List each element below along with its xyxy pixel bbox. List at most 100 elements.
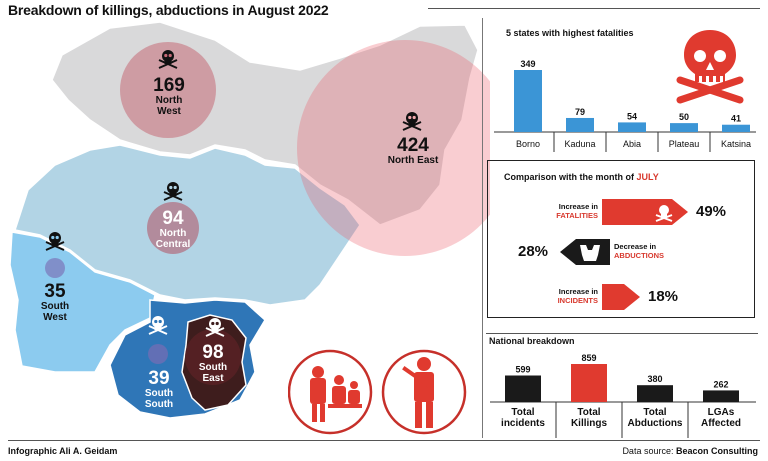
skull-icon: [205, 318, 225, 337]
region-label-south-east: 98 South East: [182, 343, 244, 384]
national-value-label: 262: [713, 379, 728, 389]
captives-illustration-icon: [288, 349, 373, 435]
region-name: South: [144, 399, 174, 410]
national-rule: [486, 333, 758, 334]
states-bar: [566, 117, 594, 132]
comparison-title-prefix: Comparison with the month of: [504, 172, 634, 182]
region-label-south-south: 39 South South: [128, 369, 190, 410]
comparison-label-keyword: FATALITIES: [556, 211, 598, 220]
illustration: [288, 349, 467, 435]
region-label-north-central: 94 North Central: [140, 209, 206, 250]
region-name: North East: [387, 155, 439, 166]
national-value-label: 859: [581, 353, 596, 363]
skull-icon: [163, 182, 183, 201]
footer-rule: [8, 440, 760, 441]
states-bar: [722, 124, 750, 132]
region-name: North: [159, 228, 187, 239]
footer-source-name: Beacon Consulting: [675, 446, 758, 456]
region-name: Central: [155, 239, 191, 250]
states-value-label: 41: [731, 114, 741, 124]
incidents-arrow-icon: [602, 284, 640, 310]
skull-crossbones-icon: [676, 30, 744, 104]
comparison-label-line: Decrease in: [614, 242, 657, 251]
region-label-north-west: 169 North West: [138, 76, 200, 117]
footer-source-prefix: Data source:: [622, 446, 674, 456]
national-category-label: incidents: [501, 418, 545, 429]
abductions-arrow-icon: [560, 239, 610, 265]
region-name: West: [157, 106, 181, 117]
national-bar: [571, 364, 607, 402]
national-bar: [505, 375, 541, 402]
south-east-circle: [185, 329, 241, 385]
title-rule: [428, 8, 760, 9]
national-category-label: Killings: [571, 418, 608, 429]
national-category-label: LGAs: [708, 407, 735, 418]
national-value-label: 599: [515, 365, 530, 375]
comparison-label-fatalities: Increase in FATALITIES: [518, 202, 598, 220]
footer-credit: Infographic Ali A. Geidam: [8, 446, 118, 456]
states-value-label: 349: [520, 59, 535, 69]
fatalities-arrow-icon: [602, 199, 688, 225]
region-value: 39: [148, 368, 170, 389]
region-value: 169: [153, 75, 185, 96]
region-name: West: [43, 312, 67, 323]
national-bar-chart: 599Totalincidents859TotalKillings380Tota…: [490, 353, 756, 438]
abductions-change-value: 28%: [518, 243, 549, 260]
states-category-label: Katsina: [721, 139, 751, 149]
panel-divider: [482, 18, 483, 438]
region-name: South: [198, 362, 228, 373]
region-name: East: [202, 373, 224, 384]
region-name: South: [144, 388, 174, 399]
region-value: 35: [44, 281, 66, 302]
national-category-label: Total: [577, 407, 600, 418]
states-bar: [670, 123, 698, 132]
states-bar-chart: 349 Borno 79 Kaduna 54 Abia 50 Plateau 41 Katsina: [494, 59, 756, 152]
states-bar: [618, 122, 646, 132]
states-category-label: Borno: [516, 139, 540, 149]
national-category-label: Total: [643, 407, 666, 418]
south-south-circle: [148, 344, 168, 364]
north-central-circle: [147, 202, 199, 254]
comparison-label-keyword: ABDUCTIONS: [614, 251, 664, 260]
fatalities-change-value: 49%: [696, 203, 727, 220]
region-name: South: [40, 301, 70, 312]
states-value-label: 54: [627, 111, 637, 121]
region-value: 98: [202, 342, 224, 363]
states-value-label: 79: [575, 107, 585, 117]
states-chart-title: 5 states with highest fatalities: [506, 28, 634, 38]
national-category-label: Abductions: [628, 418, 683, 429]
skull-icon: [158, 50, 178, 69]
comparison-label-keyword: INCIDENTS: [557, 296, 598, 305]
incidents-change-value: 18%: [648, 288, 679, 305]
skull-icon: [45, 232, 65, 251]
comparison-title-month: JULY: [636, 172, 659, 182]
region-value: 424: [397, 135, 429, 156]
page-title: Breakdown of killings, abductions in Aug…: [8, 2, 329, 18]
states-value-label: 50: [679, 112, 689, 122]
nigeria-map: [9, 21, 490, 419]
states-category-label: Abia: [623, 139, 641, 149]
comparison-label-incidents: Increase in INCIDENTS: [518, 287, 598, 305]
national-bar: [703, 390, 739, 402]
national-chart-title: National breakdown: [489, 336, 575, 346]
region-label-north-east: 424 North East: [372, 136, 454, 166]
comparison-title: Comparison with the month of JULY: [504, 172, 659, 182]
states-bar: [514, 70, 542, 132]
comparison-panel: Comparison with the month of JULY Increa…: [487, 160, 755, 318]
south-west-circle: [45, 258, 65, 278]
footer-source: Data source: Beacon Consulting: [622, 446, 758, 456]
region-name: North: [155, 95, 183, 106]
region-value: 94: [162, 208, 184, 229]
north-west-circle: [120, 42, 216, 138]
skull-icon: [148, 316, 168, 335]
north-east-circle: [297, 40, 490, 256]
comparison-label-line: Increase in: [558, 287, 598, 296]
region-label-south-west: 35 South West: [24, 282, 86, 323]
national-category-label: Affected: [701, 418, 741, 429]
comparison-label-abductions: Decrease in ABDUCTIONS: [614, 242, 694, 260]
national-bar: [637, 385, 673, 402]
states-category-label: Plateau: [669, 139, 700, 149]
comparison-label-line: Increase in: [558, 202, 598, 211]
national-value-label: 380: [647, 374, 662, 384]
skull-icon: [402, 112, 422, 131]
